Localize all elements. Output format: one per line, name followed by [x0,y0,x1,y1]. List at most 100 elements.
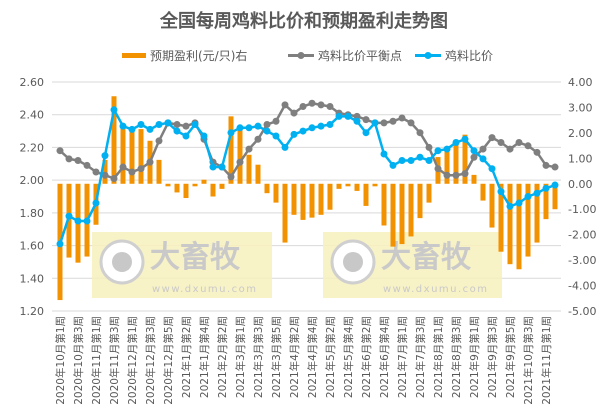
x-tick-label: 2021年11月第1周 [540,316,553,405]
ratio-point [200,132,208,140]
left-tick-label: 1.20 [20,305,45,318]
ratio-point [551,181,559,189]
profit-bar [219,183,225,189]
ratio-point [506,202,514,210]
left-tick-label: 2.20 [20,141,45,154]
right-tick-label: 3.00 [568,101,593,114]
breakeven-point [299,103,307,111]
ratio-point [191,121,199,129]
ratio-point [398,157,406,165]
ratio-point [128,125,136,133]
left-tick-label: 1.80 [20,207,45,220]
profit-bar [534,183,540,243]
x-tick-label: 2021年9月第1周 [468,316,481,398]
ratio-point [182,132,190,140]
profit-bar [138,129,144,184]
breakeven-point [317,101,325,109]
legend-label-ratio: 鸡料比价 [445,48,493,63]
axes: 1.20 1.40 1.60 1.80 2.00 2.20 2.40 2.60 -5.00 -4.… [20,76,597,405]
legend-label-breakeven: 鸡料比价平衡点 [318,48,402,63]
profit-bar [399,183,405,245]
ratio-point [110,106,118,114]
profit-bar [336,183,342,189]
profit-bar [255,164,261,184]
profit-bar [417,183,423,219]
profit-bar [282,183,288,243]
breakeven-point [488,134,496,142]
breakeven-point [515,139,523,147]
breakeven-point [290,109,298,117]
ratio-point [362,129,370,137]
breakeven-point [326,103,334,111]
ratio-point [263,127,271,135]
ratio-point [515,199,523,207]
ratio-point [218,163,226,171]
breakeven-point [362,116,370,124]
breakeven-point [461,170,469,178]
ratio-point [236,124,244,132]
breakeven-point [272,117,280,125]
ratio-point [488,165,496,173]
x-tick-label: 2021年4月第2周 [288,316,301,398]
profit-bar [156,159,162,184]
profit-bar [111,96,117,184]
x-tick-label: 2021年2月第2周 [216,316,229,398]
left-tick-label: 2.00 [20,174,45,187]
breakeven-point [182,122,190,130]
x-tick-label: 2021年3月第1周 [234,316,247,398]
breakeven-point [119,163,127,171]
x-tick-label: 2021年3月第3周 [252,316,265,398]
x-tick-label: 2021年10月第3周 [522,316,535,405]
ratio-point [344,112,352,120]
ratio-point [335,112,343,120]
x-tick-label: 2020年12月第1周 [126,316,139,405]
ratio-point [317,122,325,130]
ratio-point [452,139,460,147]
ratio-point [227,129,235,137]
profit-bar [192,183,198,187]
profit-bar [408,183,414,237]
watermark-eye-pupil [343,252,363,272]
ratio-point [272,132,280,140]
ratio-point [416,153,424,161]
profit-bar [507,183,513,265]
ratio-point [497,188,505,196]
profit-bar [525,183,531,257]
x-tick-label: 2021年5月第4周 [342,316,355,398]
ratio-point [254,122,262,130]
left-tick-label: 2.60 [20,76,45,89]
x-tick-label: 2021年4月第4周 [306,316,319,398]
breakeven-point [551,163,559,171]
breakeven-point [452,171,460,179]
x-tick-label: 2021年8月第3周 [450,316,463,398]
ratio-point [443,145,451,153]
profit-bar [489,183,495,228]
ratio-point [380,150,388,158]
x-tick-label: 2020年12月第3周 [144,316,157,405]
right-tick-label: -5.00 [568,305,596,318]
breakeven-point [74,157,82,165]
ratio-point [209,163,217,171]
profit-bar [381,183,387,226]
ratio-point [470,147,478,155]
ratio-point [119,122,127,130]
ratio-point [434,147,442,155]
breakeven-point [227,173,235,181]
breakeven-point [443,171,451,179]
ratio-point [74,217,82,225]
breakeven-point [92,168,100,176]
x-tick-label: 2020年11月第3周 [108,316,121,405]
left-tick-label: 2.40 [20,109,45,122]
breakeven-point [470,153,478,161]
profit-bar [291,183,297,215]
ratio-point [146,125,154,133]
breakeven-point [398,114,406,122]
right-tick-label: -3.00 [568,254,596,267]
profit-bar [264,183,270,194]
x-tick-label: 2020年12月第5周 [162,316,175,405]
breakeven-point [137,165,145,173]
breakeven-point [479,145,487,153]
x-tick-label: 2021年3月第5周 [270,316,283,398]
breakeven-point [524,142,532,150]
profit-bar [273,183,279,203]
